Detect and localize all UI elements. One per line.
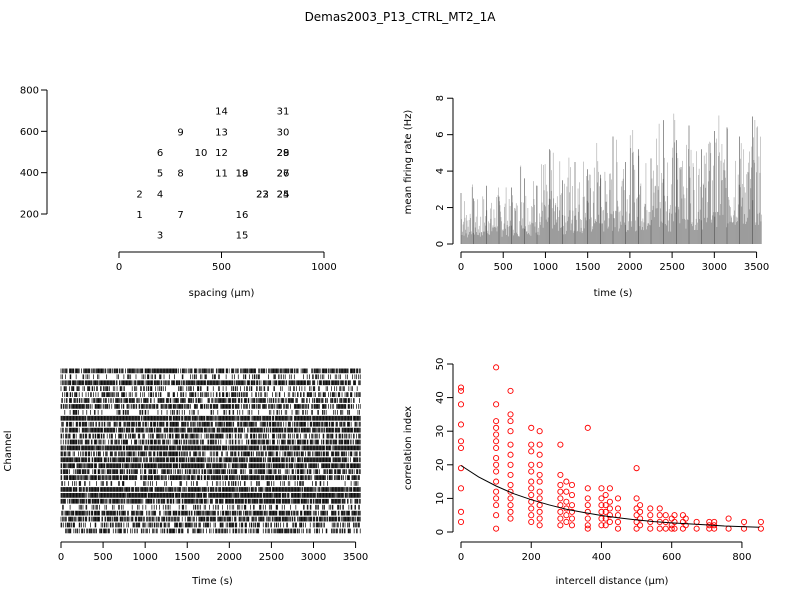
spike-raster-panel: 0 500 1000 1500 2000 2500 3000 3500 Time (s) Chan… [3,368,368,587]
electrode-label: 13 [215,127,228,138]
x-tick-label: 500 [94,552,113,563]
electrode-label: 3 [157,231,163,242]
electrode-label: 26 [277,169,290,180]
electrode-label: 9 [177,127,183,138]
electrode-label: 22 [256,189,269,200]
x-tick-label: 500 [212,262,231,273]
y-tick-label: 4 [435,168,446,174]
x-tick-label: 500 [494,262,513,273]
y-tick-label: 6 [435,131,446,137]
electrode-label: 11 [215,169,228,180]
x-tick-label: 1000 [533,262,558,273]
x-tick-label: 0 [458,262,464,273]
y-axis-title: Channel [3,430,14,471]
electrode-label: 31 [277,107,290,118]
electrode-label: 25 [277,189,290,200]
x-tick-label: 3500 [744,262,769,273]
electrode-label: 14 [215,107,228,118]
page-title: Demas2003_P13_CTRL_MT2_1A [304,10,496,24]
electrode-label: 24 [277,189,290,200]
firing-rate-panel: 0 500 1000 1500 2000 2500 3000 3500 0 2 4 6 8 time (s… [403,95,769,299]
electrode-label: 6 [157,148,163,159]
electrode-label: 12 [215,148,228,159]
electrode-label: 19 [236,169,249,180]
electrode-label: 4 [157,189,163,200]
electrode-label: 5 [157,169,163,180]
electrode-label: 28 [277,148,290,159]
x-tick-label: 2500 [259,552,284,563]
y-tick-label: 600 [20,127,39,138]
electrode-label: 23 [256,189,269,200]
x-tick-label: 0 [116,262,122,273]
x-tick-label: 1500 [175,552,200,563]
electrode-label: 7 [177,210,183,221]
x-tick-label: 3000 [702,262,727,273]
x-tick-label: 1000 [132,552,157,563]
electrode-label: 2 [136,189,142,200]
x-axis-title: spacing (µm) [189,288,255,299]
y-tick-label: 200 [20,210,39,221]
x-tick-label: 2000 [217,552,242,563]
electrode-label: 29 [277,148,290,159]
x-axis-title: Time (s) [191,576,233,587]
x-tick-label: 0 [58,552,64,563]
electrode-label: 10 [195,148,208,159]
x-tick-label: 1500 [575,262,600,273]
electrode-label: 18 [236,169,249,180]
y-tick-label: 2 [435,204,446,210]
electrode-label: 15 [236,231,249,242]
y-axis-title: mean firing rate (Hz) [403,110,414,215]
x-tick-label: 2500 [659,262,684,273]
y-tick-label: 400 [20,168,39,179]
x-tick-label: 1000 [311,262,336,273]
y-tick-label: 8 [435,95,446,101]
electrode-label: 8 [177,169,183,180]
electrode-label: 1 [136,210,142,221]
x-axis-title: time (s) [594,288,633,299]
y-tick-label: 800 [20,86,39,97]
electrode-label: 27 [277,169,290,180]
x-tick-label: 3500 [343,552,368,563]
x-tick-label: 3000 [301,552,326,563]
electrode-label: 16 [236,210,249,221]
x-tick-label: 2000 [617,262,642,273]
electrode-label: 30 [277,127,290,138]
y-tick-label: 0 [435,241,446,247]
